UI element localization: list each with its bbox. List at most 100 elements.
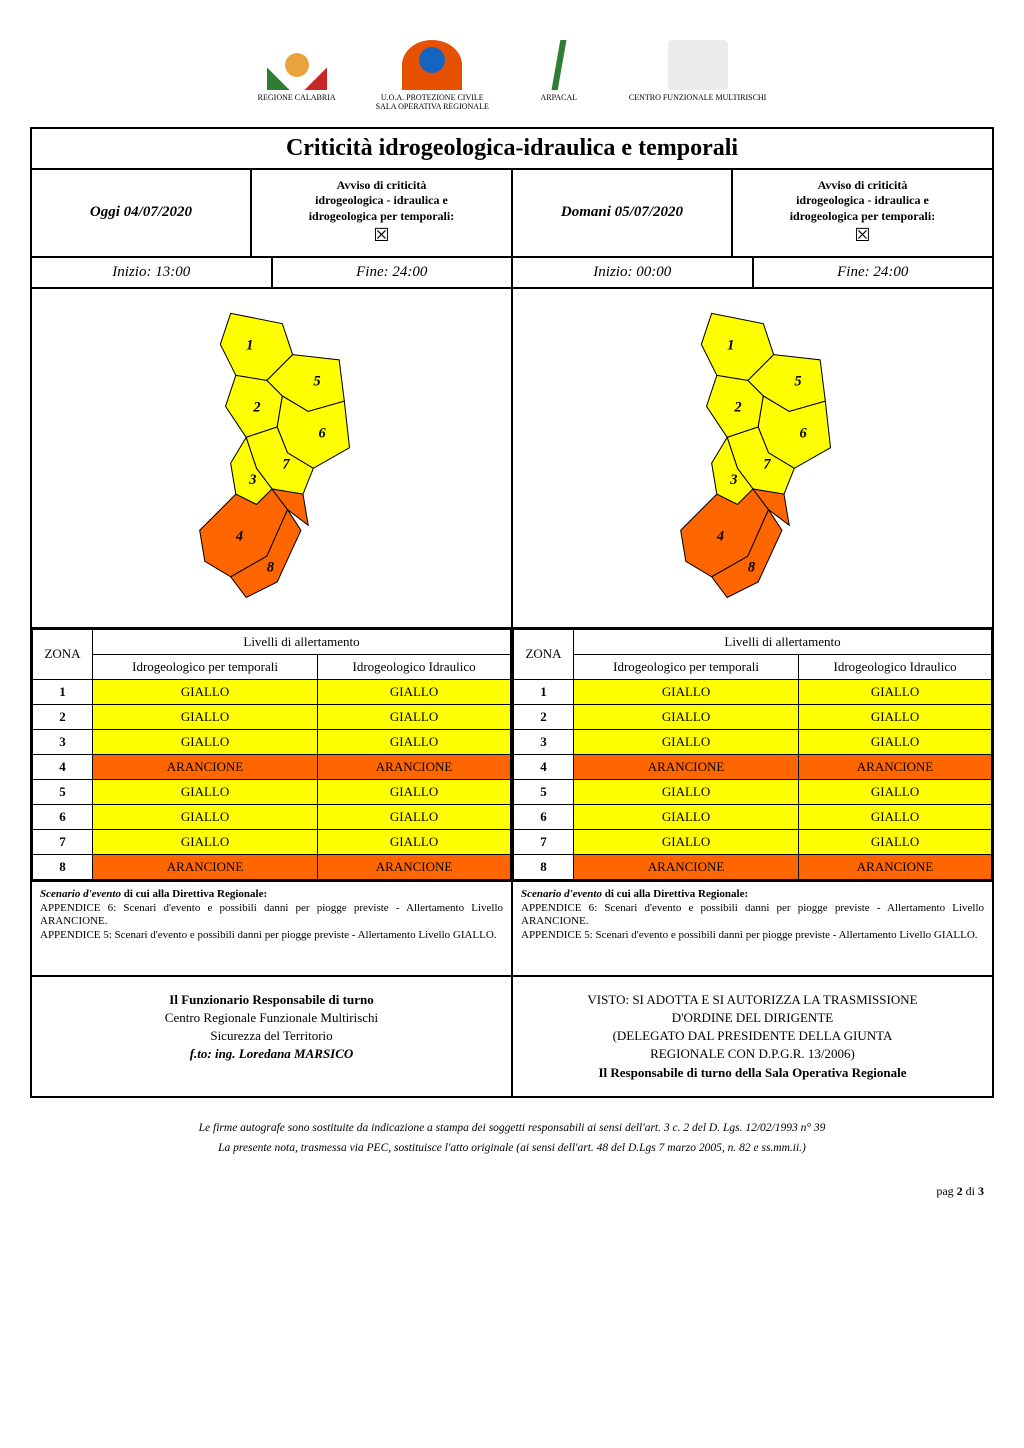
sign-right-l2: D'ORDINE DEL DIRIGENTE (523, 1009, 982, 1027)
table-cell: GIALLO (574, 729, 799, 754)
tomorrow-end: Fine: 24:00 (754, 258, 993, 287)
table-cell: GIALLO (799, 704, 992, 729)
th-livelli: Livelli di allertamento (574, 629, 992, 654)
table-row: 5GIALLOGIALLO (514, 779, 992, 804)
table-row: 1GIALLOGIALLO (33, 679, 511, 704)
table-cell: 2 (514, 704, 574, 729)
svg-text:8: 8 (266, 559, 273, 575)
th-col1: Idrogeologico per temporali (93, 654, 318, 679)
table-cell: ARANCIONE (799, 854, 992, 879)
svg-text:8: 8 (747, 559, 754, 575)
sign-right-l3: (DELEGATO DAL PRESIDENTE DELLA GIUNTA (523, 1027, 982, 1045)
today-avviso-l1: Avviso di criticità (337, 178, 427, 194)
tomorrow-date: Domani 05/07/2020 (513, 170, 731, 256)
bulletin-title: Criticità idrogeologica-idraulica e temp… (32, 129, 992, 170)
table-cell: ARANCIONE (93, 754, 318, 779)
table-cell: GIALLO (799, 679, 992, 704)
tomorrow-start: Inizio: 00:00 (513, 258, 754, 287)
sign-right-l1: VISTO: SI ADOTTA E SI AUTORIZZA LA TRASM… (523, 991, 982, 1009)
table-cell: GIALLO (318, 704, 511, 729)
table-cell: 7 (33, 829, 93, 854)
table-cell: 5 (514, 779, 574, 804)
table-cell: 5 (33, 779, 93, 804)
table-row: 7GIALLOGIALLO (514, 829, 992, 854)
tomorrow-scenario: Scenario d'evento di cui alla Direttiva … (513, 880, 992, 975)
logo-cfm-label: CENTRO FUNZIONALE MULTIRISCHI (629, 94, 766, 103)
scenario-heading: Scenario d'evento (521, 888, 602, 900)
tomorrow-avviso: Avviso di criticità idrogeologica - idra… (731, 170, 992, 256)
svg-text:4: 4 (715, 528, 723, 544)
table-cell: GIALLO (574, 779, 799, 804)
table-cell: GIALLO (318, 804, 511, 829)
table-row: 2GIALLOGIALLO (33, 704, 511, 729)
svg-text:7: 7 (763, 456, 771, 472)
table-row: 8ARANCIONEARANCIONE (514, 854, 992, 879)
page-mid: di (963, 1184, 978, 1198)
table-cell: 2 (33, 704, 93, 729)
table-row: 5GIALLOGIALLO (33, 779, 511, 804)
table-cell: GIALLO (318, 829, 511, 854)
table-row: 4ARANCIONEARANCIONE (514, 754, 992, 779)
today-end: Fine: 24:00 (273, 258, 512, 287)
footer-n2: La presente nota, trasmessa via PEC, sos… (30, 1138, 994, 1159)
today-alert-table: ZONA Livelli di allertamento Idrogeologi… (32, 629, 511, 880)
table-cell: ARANCIONE (799, 754, 992, 779)
sign-left-l4: f.to: ing. Loredana MARSICO (42, 1045, 501, 1063)
svg-text:5: 5 (794, 373, 801, 389)
today-avviso: Avviso di criticità idrogeologica - idra… (250, 170, 511, 256)
table-cell: 3 (514, 729, 574, 754)
table-row: 6GIALLOGIALLO (33, 804, 511, 829)
table-cell: GIALLO (93, 804, 318, 829)
table-cell: GIALLO (93, 779, 318, 804)
table-row: 2GIALLOGIALLO (514, 704, 992, 729)
logo-arpacal-label: ARPACAL (529, 94, 589, 103)
tomorrow-avviso-l1: Avviso di criticità (818, 178, 908, 194)
table-cell: ARANCIONE (318, 854, 511, 879)
table-cell: ARANCIONE (93, 854, 318, 879)
svg-text:7: 7 (282, 456, 290, 472)
scenario-heading2: di cui alla Direttiva Regionale: (602, 888, 748, 900)
svg-text:2: 2 (252, 399, 260, 415)
table-row: 8ARANCIONEARANCIONE (33, 854, 511, 879)
table-cell: 6 (33, 804, 93, 829)
svg-text:5: 5 (313, 373, 320, 389)
table-cell: GIALLO (93, 829, 318, 854)
table-row: 1GIALLOGIALLO (514, 679, 992, 704)
logo-arpacal: ARPACAL (529, 40, 589, 112)
th-livelli: Livelli di allertamento (93, 629, 511, 654)
logo-pc-label2: SALA OPERATIVA REGIONALE (376, 103, 489, 112)
cfm-icon (668, 40, 728, 90)
days-row: Oggi 04/07/2020 Avviso di criticità idro… (32, 170, 992, 975)
table-cell: GIALLO (318, 679, 511, 704)
table-cell: GIALLO (574, 704, 799, 729)
table-cell: GIALLO (574, 804, 799, 829)
table-cell: 8 (33, 854, 93, 879)
page-tot: 3 (978, 1184, 984, 1198)
tomorrow-map: 15267348 (513, 289, 992, 629)
arpacal-icon (529, 40, 589, 90)
today-scenario: Scenario d'evento di cui alla Direttiva … (32, 880, 511, 975)
table-cell: GIALLO (574, 679, 799, 704)
map-tomorrow-svg: 15267348 (643, 303, 863, 613)
table-cell: GIALLO (799, 729, 992, 754)
signatures: Il Funzionario Responsabile di turno Cen… (32, 975, 992, 1096)
table-cell: 4 (33, 754, 93, 779)
map-today-svg: 15267348 (162, 303, 382, 613)
tomorrow-avviso-l2: idrogeologica - idraulica e (796, 193, 929, 209)
today-avviso-l3: idrogeologica per temporali: (309, 209, 455, 225)
table-cell: 6 (514, 804, 574, 829)
sign-left: Il Funzionario Responsabile di turno Cen… (32, 977, 513, 1096)
logo-regione-label: REGIONE CALABRIA (258, 94, 336, 103)
page-pre: pag (936, 1184, 956, 1198)
table-row: 3GIALLOGIALLO (33, 729, 511, 754)
th-col2: Idrogeologico Idraulico (799, 654, 992, 679)
table-cell: 3 (33, 729, 93, 754)
th-col1: Idrogeologico per temporali (574, 654, 799, 679)
logo-cfm: CENTRO FUNZIONALE MULTIRISCHI (629, 40, 766, 112)
table-cell: GIALLO (93, 679, 318, 704)
svg-text:1: 1 (246, 337, 253, 353)
table-cell: 7 (514, 829, 574, 854)
today-column: Oggi 04/07/2020 Avviso di criticità idro… (32, 170, 513, 975)
sign-right-l5: Il Responsabile di turno della Sala Oper… (523, 1064, 982, 1082)
sign-left-l2: Centro Regionale Funzionale Multirischi (42, 1009, 501, 1027)
